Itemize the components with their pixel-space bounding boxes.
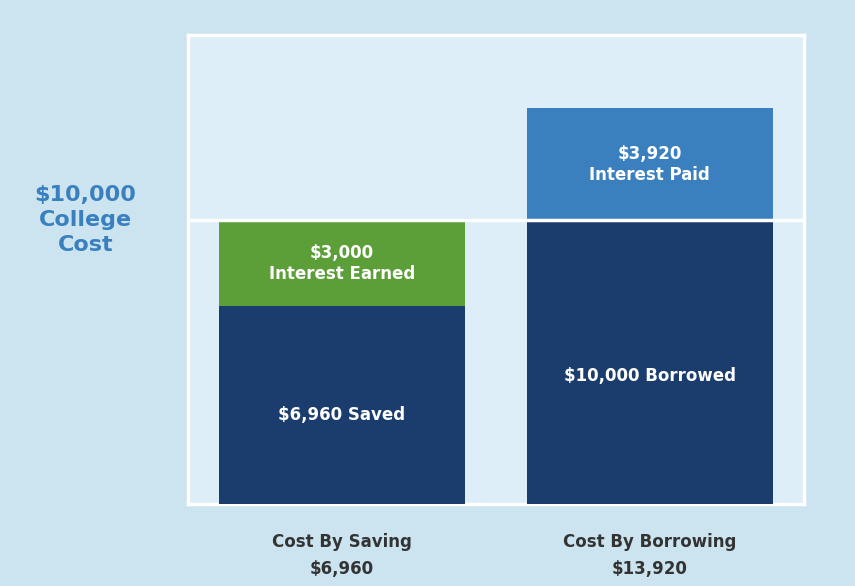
Text: $3,920
Interest Paid: $3,920 Interest Paid — [589, 145, 711, 183]
Text: Cost By Borrowing: Cost By Borrowing — [563, 533, 736, 551]
Bar — [527, 220, 773, 504]
Text: $6,960 Saved: $6,960 Saved — [279, 406, 405, 424]
Text: $6,960: $6,960 — [310, 560, 374, 578]
Text: $10,000 Borrowed: $10,000 Borrowed — [563, 367, 736, 385]
Bar — [527, 108, 773, 220]
Text: $13,920: $13,920 — [612, 560, 687, 578]
Text: $3,000
Interest Earned: $3,000 Interest Earned — [268, 244, 416, 283]
Bar — [219, 221, 465, 306]
Bar — [219, 306, 465, 504]
Text: Cost By Saving: Cost By Saving — [272, 533, 412, 551]
Text: $10,000
College
Cost: $10,000 College Cost — [34, 185, 137, 255]
